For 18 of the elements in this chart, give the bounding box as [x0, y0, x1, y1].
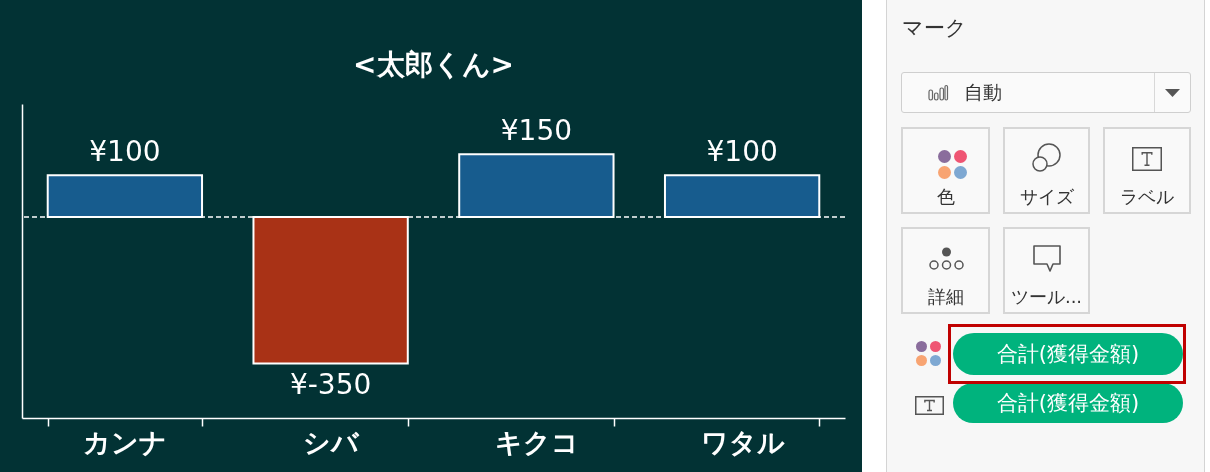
data-label: ¥100 — [706, 135, 778, 169]
x-tick-label: カンナ — [83, 426, 168, 458]
data-label: ¥100 — [89, 135, 161, 169]
chart-title: <太郎くん> — [353, 48, 514, 81]
button: ラベル — [1103, 127, 1191, 214]
dropdown: 自動 — [901, 72, 1191, 113]
data-label: ¥150 — [500, 114, 573, 148]
pill: 合計(獲得金額) — [953, 383, 1183, 423]
x-tick-label: シバ — [303, 426, 361, 458]
text: マーク — [902, 15, 967, 42]
data-label: ¥-350 — [289, 367, 372, 401]
button: 色 — [901, 127, 990, 214]
button: サイズ — [1003, 127, 1090, 214]
button: ツール... — [1003, 227, 1090, 314]
x-tick-label: ワタル — [700, 426, 785, 458]
button: 詳細 — [901, 227, 990, 314]
pill: 合計(獲得金額) — [953, 333, 1183, 375]
x-tick-label: キクコ — [494, 426, 579, 458]
